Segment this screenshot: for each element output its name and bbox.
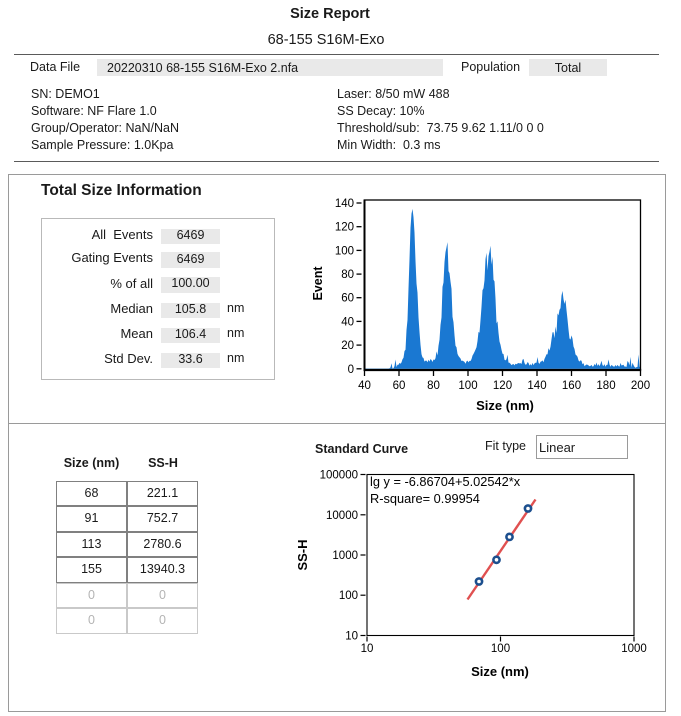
svg-text:100: 100 [491, 643, 510, 655]
svg-text:160: 160 [562, 380, 581, 392]
svg-text:10000: 10000 [326, 510, 358, 522]
svg-text:10: 10 [361, 643, 374, 655]
svg-text:80: 80 [427, 380, 440, 392]
svg-text:140: 140 [335, 198, 354, 210]
svg-text:180: 180 [596, 380, 615, 392]
svg-text:0: 0 [348, 364, 354, 376]
svg-text:SS-H: SS-H [295, 539, 310, 570]
svg-text:lg y = -6.86704+5.02542*x: lg y = -6.86704+5.02542*x [370, 474, 521, 489]
svg-text:1000: 1000 [332, 550, 358, 562]
svg-text:200: 200 [631, 380, 650, 392]
svg-text:100: 100 [458, 380, 477, 392]
svg-text:80: 80 [341, 269, 354, 281]
svg-text:100: 100 [339, 590, 358, 602]
svg-text:100: 100 [335, 245, 354, 257]
svg-text:R-square= 0.99954: R-square= 0.99954 [370, 491, 480, 506]
svg-text:Size (nm): Size (nm) [476, 398, 534, 413]
svg-text:10: 10 [345, 631, 358, 643]
svg-text:60: 60 [393, 380, 406, 392]
svg-text:60: 60 [341, 293, 354, 305]
svg-text:100000: 100000 [320, 470, 358, 482]
svg-text:140: 140 [527, 380, 546, 392]
svg-text:1000: 1000 [621, 643, 647, 655]
svg-text:40: 40 [358, 380, 371, 392]
svg-text:120: 120 [493, 380, 512, 392]
svg-text:Size (nm): Size (nm) [471, 664, 529, 679]
svg-text:120: 120 [335, 222, 354, 234]
svg-text:Event: Event [311, 266, 325, 301]
svg-text:40: 40 [341, 316, 354, 328]
svg-text:20: 20 [341, 340, 354, 352]
